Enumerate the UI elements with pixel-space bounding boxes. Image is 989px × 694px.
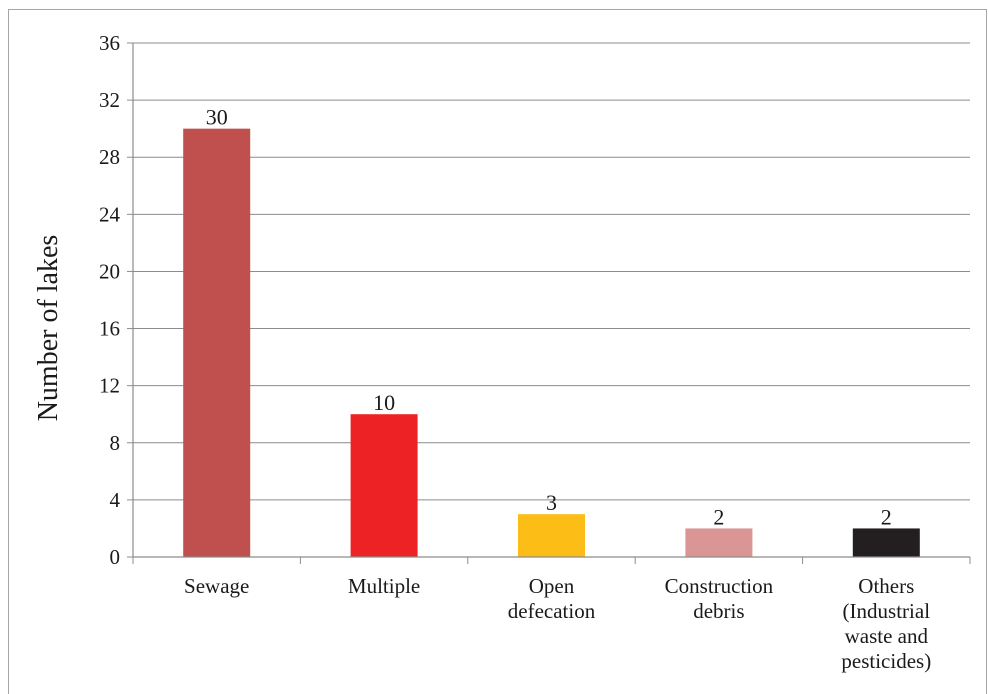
chart-frame bbox=[8, 9, 987, 694]
category-label: Construction debris bbox=[665, 574, 774, 623]
gridlines bbox=[133, 42, 970, 501]
category-label: Multiple bbox=[348, 574, 420, 598]
y-tick-label: 24 bbox=[99, 202, 121, 226]
category-label: Others (Industrial waste and pesticides) bbox=[841, 574, 931, 673]
y-tick-label: 12 bbox=[99, 374, 120, 398]
data-label: 3 bbox=[546, 490, 557, 515]
data-label: 2 bbox=[713, 504, 724, 529]
bar bbox=[350, 414, 418, 557]
bar bbox=[518, 514, 585, 557]
y-tick-label: 36 bbox=[99, 31, 120, 55]
data-labels: 30 10 3 2 2 bbox=[206, 105, 892, 530]
data-label: 2 bbox=[881, 504, 892, 529]
y-tick-label: 28 bbox=[99, 145, 120, 169]
axes bbox=[127, 42, 971, 564]
category-label: Sewage bbox=[184, 574, 249, 598]
y-tick-label: 8 bbox=[110, 431, 121, 455]
bar bbox=[183, 128, 251, 557]
y-tick-label: 0 bbox=[110, 545, 121, 569]
data-label: 30 bbox=[206, 105, 228, 130]
bar bbox=[852, 528, 920, 557]
y-tick-label: 32 bbox=[99, 88, 120, 112]
bar bbox=[685, 528, 753, 557]
y-tick-label: 16 bbox=[99, 317, 120, 341]
category-labels: Sewage Multiple Open defecation Construction… bbox=[184, 574, 931, 673]
y-axis-label: Number of lakes bbox=[33, 235, 64, 422]
data-label: 10 bbox=[373, 390, 395, 415]
y-tick-label: 20 bbox=[99, 259, 120, 283]
category-label: Open defecation bbox=[508, 574, 596, 623]
y-axis-ticks: 0 4 8 12 16 20 24 28 32 36 bbox=[99, 31, 121, 569]
y-tick-label: 4 bbox=[110, 488, 121, 512]
bars bbox=[183, 128, 920, 557]
